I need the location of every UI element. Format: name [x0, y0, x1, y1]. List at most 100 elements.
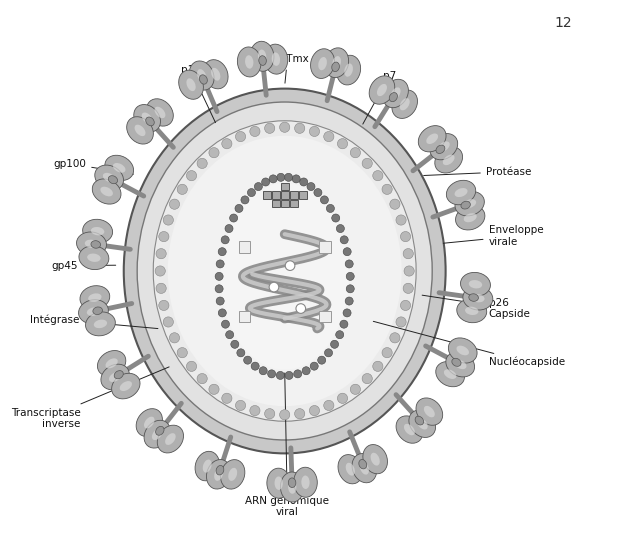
- Circle shape: [218, 309, 226, 317]
- Circle shape: [343, 309, 351, 317]
- Ellipse shape: [436, 145, 445, 153]
- Circle shape: [350, 384, 360, 395]
- Circle shape: [307, 183, 315, 191]
- FancyBboxPatch shape: [281, 183, 289, 190]
- Circle shape: [294, 370, 302, 378]
- Text: Nucléocapside: Nucléocapside: [373, 321, 564, 367]
- Circle shape: [155, 266, 165, 276]
- Circle shape: [347, 285, 354, 293]
- Circle shape: [170, 333, 179, 343]
- FancyBboxPatch shape: [319, 311, 331, 322]
- Circle shape: [327, 204, 334, 212]
- Text: Transcriptase
inverse: Transcriptase inverse: [11, 367, 169, 429]
- Circle shape: [216, 297, 224, 305]
- Ellipse shape: [229, 468, 237, 481]
- Ellipse shape: [455, 188, 468, 197]
- Ellipse shape: [392, 90, 417, 119]
- Circle shape: [221, 236, 229, 244]
- Circle shape: [218, 248, 226, 256]
- Ellipse shape: [443, 154, 455, 165]
- Ellipse shape: [463, 286, 493, 310]
- Circle shape: [332, 214, 340, 222]
- Ellipse shape: [417, 418, 428, 429]
- Circle shape: [225, 224, 233, 233]
- Circle shape: [337, 139, 348, 149]
- Ellipse shape: [446, 180, 476, 205]
- FancyBboxPatch shape: [281, 199, 289, 208]
- Text: Protéase: Protéase: [424, 167, 531, 177]
- Ellipse shape: [469, 294, 478, 301]
- Ellipse shape: [416, 398, 443, 425]
- Ellipse shape: [91, 227, 104, 235]
- Ellipse shape: [250, 41, 274, 71]
- FancyBboxPatch shape: [319, 241, 331, 253]
- Circle shape: [396, 317, 406, 327]
- Ellipse shape: [346, 463, 355, 476]
- Text: gp100: gp100: [53, 159, 134, 174]
- Ellipse shape: [94, 320, 107, 328]
- Circle shape: [373, 171, 383, 181]
- Ellipse shape: [202, 460, 212, 473]
- Circle shape: [216, 260, 224, 268]
- Circle shape: [279, 122, 290, 132]
- Circle shape: [269, 282, 279, 292]
- Ellipse shape: [426, 133, 438, 144]
- Ellipse shape: [79, 246, 109, 269]
- Ellipse shape: [127, 117, 153, 144]
- Circle shape: [250, 126, 260, 137]
- Ellipse shape: [396, 416, 423, 443]
- Ellipse shape: [456, 205, 485, 230]
- Circle shape: [285, 261, 295, 270]
- Ellipse shape: [281, 472, 304, 502]
- Ellipse shape: [456, 346, 469, 356]
- Ellipse shape: [95, 165, 124, 190]
- Ellipse shape: [325, 48, 348, 78]
- FancyBboxPatch shape: [238, 241, 250, 253]
- Text: p26
Capside: p26 Capside: [422, 295, 530, 319]
- Ellipse shape: [465, 307, 478, 315]
- FancyBboxPatch shape: [272, 199, 279, 208]
- Circle shape: [294, 409, 305, 419]
- Ellipse shape: [105, 155, 134, 180]
- Ellipse shape: [186, 78, 196, 91]
- Ellipse shape: [88, 293, 101, 302]
- Ellipse shape: [363, 444, 388, 474]
- Ellipse shape: [87, 307, 100, 316]
- Circle shape: [314, 189, 322, 197]
- Circle shape: [337, 224, 345, 233]
- Circle shape: [382, 347, 392, 358]
- Circle shape: [340, 236, 348, 244]
- Circle shape: [373, 361, 383, 371]
- Circle shape: [343, 248, 351, 256]
- Ellipse shape: [78, 300, 108, 324]
- Ellipse shape: [147, 99, 173, 126]
- Ellipse shape: [199, 75, 207, 84]
- Ellipse shape: [112, 373, 140, 399]
- Circle shape: [222, 393, 232, 403]
- Ellipse shape: [294, 467, 317, 497]
- Ellipse shape: [195, 451, 219, 481]
- Circle shape: [163, 215, 173, 225]
- Circle shape: [186, 171, 197, 181]
- Ellipse shape: [214, 468, 223, 481]
- Ellipse shape: [153, 121, 416, 421]
- Ellipse shape: [124, 88, 446, 454]
- Ellipse shape: [189, 61, 214, 90]
- Ellipse shape: [204, 60, 228, 89]
- Ellipse shape: [383, 79, 409, 108]
- Circle shape: [250, 405, 260, 416]
- Ellipse shape: [152, 428, 163, 440]
- Circle shape: [247, 189, 255, 197]
- Ellipse shape: [371, 453, 380, 466]
- Ellipse shape: [103, 173, 116, 183]
- Ellipse shape: [156, 427, 164, 435]
- Ellipse shape: [415, 416, 424, 425]
- Circle shape: [320, 196, 329, 204]
- Ellipse shape: [430, 133, 458, 160]
- Text: Intégrase: Intégrase: [30, 314, 158, 328]
- Ellipse shape: [436, 362, 465, 387]
- Ellipse shape: [157, 425, 184, 453]
- Circle shape: [159, 300, 169, 311]
- Circle shape: [318, 356, 326, 364]
- Circle shape: [347, 272, 354, 280]
